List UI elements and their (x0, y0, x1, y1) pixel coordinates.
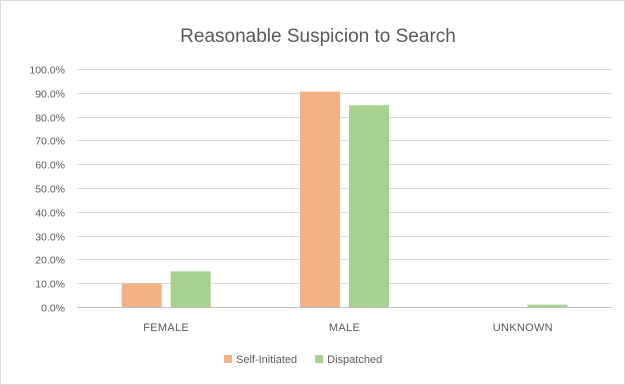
legend-swatch (315, 355, 324, 363)
legend: Self-Initiated Dispatched (224, 354, 382, 366)
y-tick-label: 50.0% (35, 184, 65, 196)
y-tick-label: 40.0% (35, 208, 65, 220)
y-axis-ticks: 0.0% 10.0% 20.0% 30.0% 40.0% 50.0% 60.0% 70.0% 8… (29, 65, 65, 315)
y-tick-label: 0.0% (41, 303, 65, 315)
bar-male-self-initiated (300, 91, 340, 307)
legend-swatch (224, 355, 232, 363)
x-category-label: UNKNOWN (493, 322, 553, 334)
y-tick-label: 20.0% (35, 255, 65, 267)
bars (121, 91, 568, 308)
y-tick-label: 60.0% (35, 160, 65, 172)
y-tick-label: 70.0% (35, 136, 65, 148)
legend-label: Dispatched (327, 354, 382, 366)
bar-male-dispatched (349, 105, 389, 308)
y-tick-label: 100.0% (29, 65, 65, 77)
bar-female-dispatched (170, 271, 211, 307)
chart-title: Reasonable Suspicion to Search (180, 26, 456, 47)
bar-unknown-dispatched (527, 304, 568, 307)
x-category-label: FEMALE (143, 322, 189, 334)
y-tick-label: 30.0% (35, 232, 65, 244)
x-category-label: MALE (329, 322, 360, 334)
y-tick-label: 10.0% (35, 279, 65, 291)
legend-label: Self-Initiated (236, 354, 297, 366)
x-axis-categories: FEMALE MALE UNKNOWN (143, 322, 553, 334)
gridlines (77, 69, 612, 308)
bar-female-self-initiated (121, 283, 162, 307)
y-tick-label: 90.0% (35, 89, 65, 101)
y-tick-label: 80.0% (35, 113, 65, 125)
